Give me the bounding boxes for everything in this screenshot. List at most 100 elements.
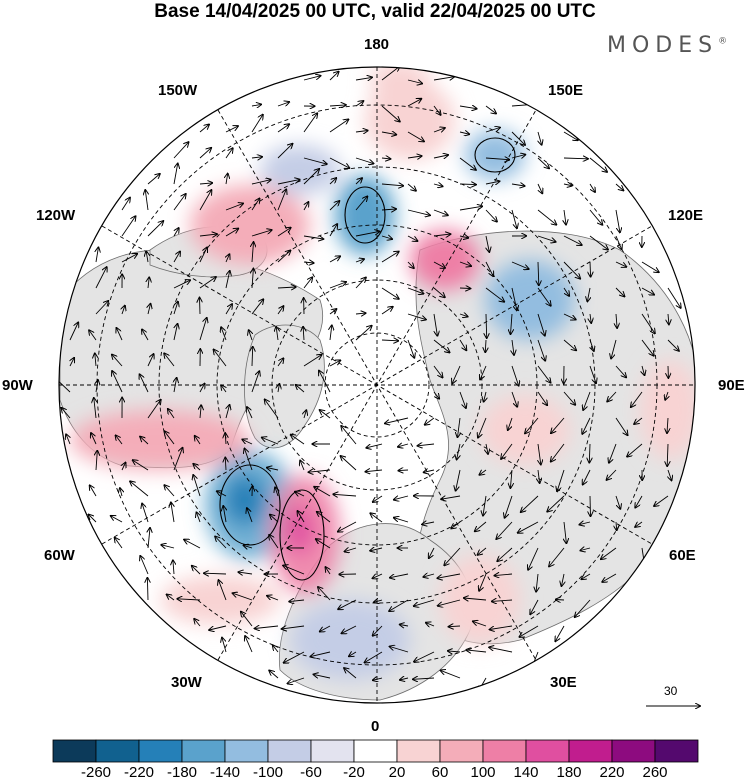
wind-vector [174,378,177,393]
wind-vector [251,157,262,158]
wind-vector [389,599,409,611]
wind-vector [209,625,227,630]
wind-vector [252,242,254,263]
lon-label-150e: 150E [548,82,584,99]
wind-vector [269,535,279,549]
wind-vector [62,408,71,419]
wind-vector [564,209,566,225]
wind-vector [459,391,466,408]
wind-vector [424,470,435,472]
wind-vector [381,132,396,135]
wind-vector [537,313,545,336]
wind-vector [289,600,305,602]
wind-vector [631,391,643,407]
wind-vector [668,313,669,324]
wind-vector [140,374,149,393]
colorbar-tick-label: 180 [556,764,582,781]
wind-vector [407,235,417,241]
wind-vector [95,354,96,367]
wind-vector [466,650,487,652]
wind-vector [366,470,383,472]
wind-vector [329,256,340,263]
wind-vector [116,435,123,445]
wind-vector [173,448,183,471]
wind-vector [497,547,513,561]
wind-vector [589,443,590,463]
wind-vector [483,495,486,516]
wind-vector [615,235,622,249]
wind-vector [582,573,591,579]
wind-vector [168,409,175,419]
wind-vector [69,323,78,341]
wind-vector [413,678,435,679]
wind-vector [265,400,279,419]
wind-vector [221,327,227,341]
wind-vector [589,235,608,250]
wind-vector [147,174,160,185]
lon-label-60e: 60E [669,547,696,564]
wind-vector [433,155,448,158]
wind-vector [492,600,513,601]
wind-vector [490,625,513,630]
wind-vector [667,339,679,351]
wind-vector [303,327,304,341]
wind-vector [478,547,487,555]
wind-vector [277,358,283,367]
lon-label-60w: 60W [44,547,75,564]
wind-vector [452,365,461,383]
wind-vector [147,578,148,601]
lon-label-0: 0 [371,718,380,735]
wind-vector [288,677,305,684]
wind-vector [536,573,538,592]
wind-vector [635,495,643,508]
wind-vector [121,216,136,237]
colorbar-tick-label: 260 [642,764,668,781]
wind-vector [374,600,383,602]
wind-vector [448,651,461,652]
wind-vector [344,668,357,679]
wind-vector [241,612,253,627]
wind-vector [407,80,422,84]
wind-vector [277,180,300,185]
wind-vector [423,574,435,577]
wind-vector [530,599,539,614]
wind-vector [486,235,489,252]
wind-vector [441,496,461,499]
wind-vector [381,287,399,299]
wind-vector [89,515,97,523]
wind-vector [429,547,435,558]
wind-vector [122,306,125,315]
wind-vector [296,385,305,393]
wind-vector [174,302,178,315]
wind-vector [562,573,565,586]
wind-vector [225,458,226,471]
wind-vector [267,468,279,470]
contour-neg-kamchatka [474,137,516,173]
wind-vector [225,126,238,133]
wind-vector [303,157,327,164]
wind-vector [177,599,201,600]
anomaly-contours [219,137,516,581]
wind-vector [165,431,175,445]
anomaly-shading [70,67,695,680]
wind-vector [355,131,368,133]
wind-vector [464,598,487,600]
wind-vector [641,261,659,272]
wind-vector [473,621,487,627]
wind-vector [145,190,148,211]
wind-vector [407,156,422,158]
wind-vector [319,371,331,393]
wind-vector [262,438,279,445]
wind-vector [433,261,445,268]
wind-vector [381,184,403,186]
wind-vector [459,157,476,170]
wind-vector [582,417,591,434]
wind-vector [329,178,336,185]
wind-vector [399,470,409,471]
wind-vector [174,324,178,341]
wind-vector [433,234,450,236]
wind-vector [557,469,565,491]
map-border [58,66,696,704]
colorbar-tick-label: 60 [431,764,449,781]
wind-vector [609,443,617,463]
